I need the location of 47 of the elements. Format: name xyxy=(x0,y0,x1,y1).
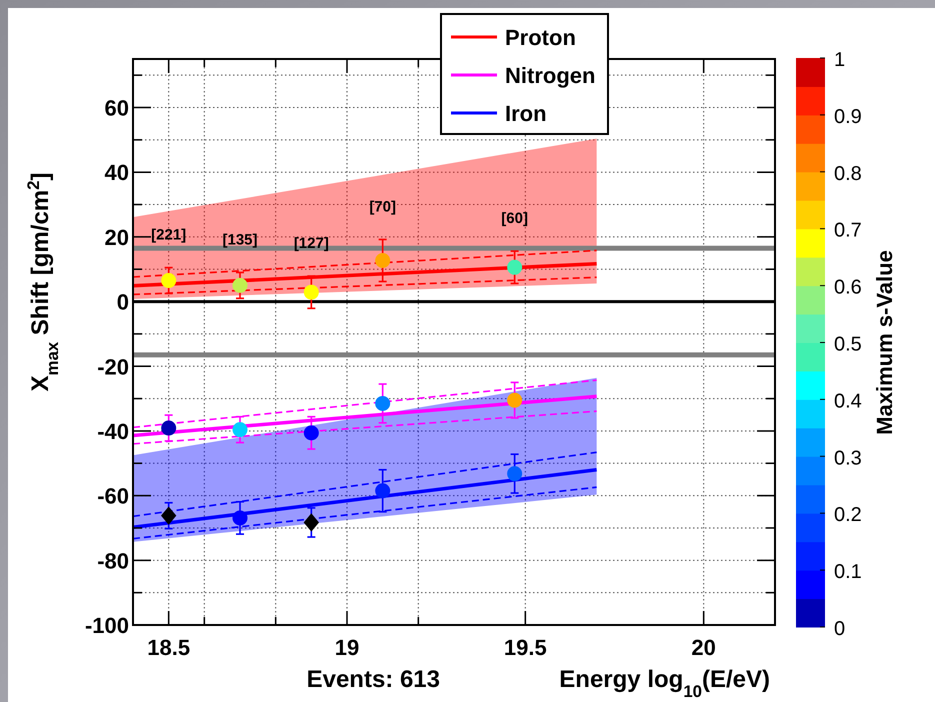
annotation: [135] xyxy=(222,231,258,248)
legend-label: Iron xyxy=(505,101,547,126)
color-bar-label: 0.9 xyxy=(834,106,862,128)
annotation: [60] xyxy=(501,210,528,228)
point xyxy=(375,483,390,498)
y-tick-label: -20 xyxy=(97,354,129,380)
y-tick-label: -100 xyxy=(84,613,129,638)
point xyxy=(507,392,522,408)
point xyxy=(161,506,176,525)
text: Events: 613 xyxy=(306,666,440,693)
color-bar-label: 0.2 xyxy=(834,504,862,526)
color-bar-label: 0.4 xyxy=(834,390,862,412)
annotation: [221] xyxy=(151,226,186,244)
color-bar-label: 0.3 xyxy=(834,447,862,470)
y-tick-label: -80 xyxy=(97,548,129,574)
color-bar-label: 0 xyxy=(834,618,846,640)
y-tick-label: -40 xyxy=(97,418,129,444)
point xyxy=(232,278,248,293)
y-tick-label: 0 xyxy=(116,290,129,315)
color-bar-label: 0.5 xyxy=(834,334,862,356)
color-bar-label: 0.6 xyxy=(834,276,862,299)
y-tick-label: -60 xyxy=(97,484,129,509)
y-tick-label: 40 xyxy=(104,160,129,186)
y-tick-label: 20 xyxy=(104,224,129,250)
x-tick-label: 19 xyxy=(334,635,360,660)
legend-label: Nitrogen xyxy=(505,63,596,88)
color-bar-title: Maximum s-Value xyxy=(872,250,897,435)
point xyxy=(161,420,176,436)
point xyxy=(507,260,522,275)
x-axis-title: Energy log$_{10}$(E/eV) xyxy=(559,666,770,700)
point xyxy=(507,466,522,482)
color-bar-label: 0.8 xyxy=(834,162,862,185)
x-tick-label: 19.5 xyxy=(504,635,547,660)
x-tick-label: 20 xyxy=(691,635,716,660)
x-tick-label: 18.5 xyxy=(147,635,190,660)
legend-label: Proton xyxy=(505,25,576,50)
annotation: [127] xyxy=(294,235,329,252)
color-bar-label: 1 xyxy=(834,49,846,71)
y-tick-label: 60 xyxy=(104,96,129,121)
point xyxy=(304,514,319,532)
point xyxy=(304,284,319,300)
color-bar-label: 0.1 xyxy=(834,561,862,584)
point xyxy=(232,422,248,438)
point xyxy=(161,273,176,288)
annotation: [70] xyxy=(369,198,396,216)
point xyxy=(375,396,390,411)
color-bar-label: 0.7 xyxy=(834,220,862,242)
